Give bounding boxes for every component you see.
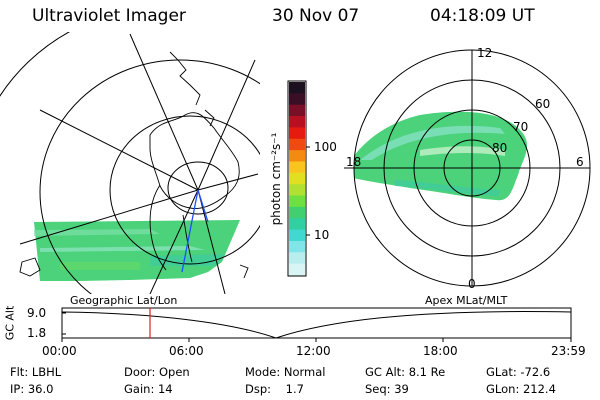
polar-grid [344, 49, 591, 287]
stat-mode: Mode: Normal [245, 365, 326, 379]
strip-x-tick-0000: 00:00 [42, 344, 77, 358]
colorbar [287, 80, 310, 277]
strip-x-tick-0600: 06:00 [169, 344, 204, 358]
colorbar-stripe [289, 116, 305, 128]
stat-gc-alt: GC Alt: 8.1 Re [365, 365, 446, 379]
stat-door: Door: Open [124, 365, 190, 379]
strip-x-tick-1200: 12:00 [296, 344, 331, 358]
observation-time: 04:18:09 UT [430, 6, 535, 26]
colorbar-stripe [289, 195, 305, 208]
geo-aurora-swath [34, 220, 240, 281]
geo-panel-label: Geographic Lat/Lon [70, 294, 178, 307]
colorbar-stripe [289, 104, 305, 117]
polar-aurora-oval [354, 111, 528, 201]
stat-dsp: Dsp: 1.7 [245, 382, 304, 396]
colorbar-stripe [289, 82, 305, 94]
colorbar-gradient [289, 82, 305, 276]
mlt-label-12: 12 [477, 46, 493, 60]
stat-glon: GLon: 212.4 [486, 382, 556, 396]
colorbar-stripe [289, 127, 305, 140]
strip-y-tick-1-8: 1.8 [27, 326, 47, 340]
colorbar-unit-label: photon cm⁻²s⁻¹ [269, 132, 283, 226]
colorbar-stripe [289, 206, 305, 219]
geo-latitude-circles [0, 32, 260, 294]
altitude-curve [61, 311, 572, 339]
colorbar-stripe [289, 172, 305, 185]
colorbar-stripe [289, 138, 305, 151]
colorbar-tick-10: 10 [314, 228, 330, 242]
colorbar-stripe [289, 150, 305, 162]
colorbar-stripe [289, 184, 305, 197]
colorbar-tick-100: 100 [314, 140, 337, 154]
observation-date: 30 Nov 07 [272, 6, 360, 26]
mlt-label-6: 6 [576, 155, 584, 169]
stat-seq: Seq: 39 [365, 382, 409, 396]
sun-direction-line [181, 189, 199, 273]
stat-ip: IP: 36.0 [10, 382, 54, 396]
colorbar-stripe [289, 263, 305, 276]
strip-x-tick-1800: 18:00 [423, 344, 458, 358]
mlat-label-60: 60 [535, 97, 551, 111]
colorbar-stripe [289, 229, 305, 242]
mlat-label-70: 70 [513, 120, 529, 134]
colorbar-stripe [289, 161, 305, 174]
strip-y-tick-9: 9.0 [27, 306, 47, 320]
geo-meridians [19, 33, 259, 294]
colorbar-stripe [289, 218, 305, 231]
colorbar-stripe [289, 93, 305, 106]
mlat-label-80: 80 [492, 141, 508, 155]
strip-x-tick-2359: 23:59 [551, 344, 586, 358]
geo-coastlines [19, 51, 249, 279]
polar-panel-label: Apex MLat/MLT [425, 294, 508, 307]
polar-map [344, 49, 591, 287]
stat-gain: Gain: 14 [124, 382, 173, 396]
stat-glat: GLat: -72.6 [486, 365, 551, 379]
colorbar-stripe [289, 240, 305, 253]
strip-y-label: GC Alt [3, 305, 17, 341]
colorbar-stripe [289, 252, 305, 265]
mlt-label-0: 0 [468, 277, 476, 291]
stat-filter: Flt: LBHL [10, 365, 62, 379]
altitude-strip [61, 307, 572, 342]
strip-x-ticks [61, 338, 572, 342]
mlt-label-18: 18 [346, 155, 362, 169]
instrument-title: Ultraviolet Imager [32, 6, 186, 26]
geographic-map [0, 32, 260, 294]
sun-direction-line-2 [197, 189, 209, 223]
